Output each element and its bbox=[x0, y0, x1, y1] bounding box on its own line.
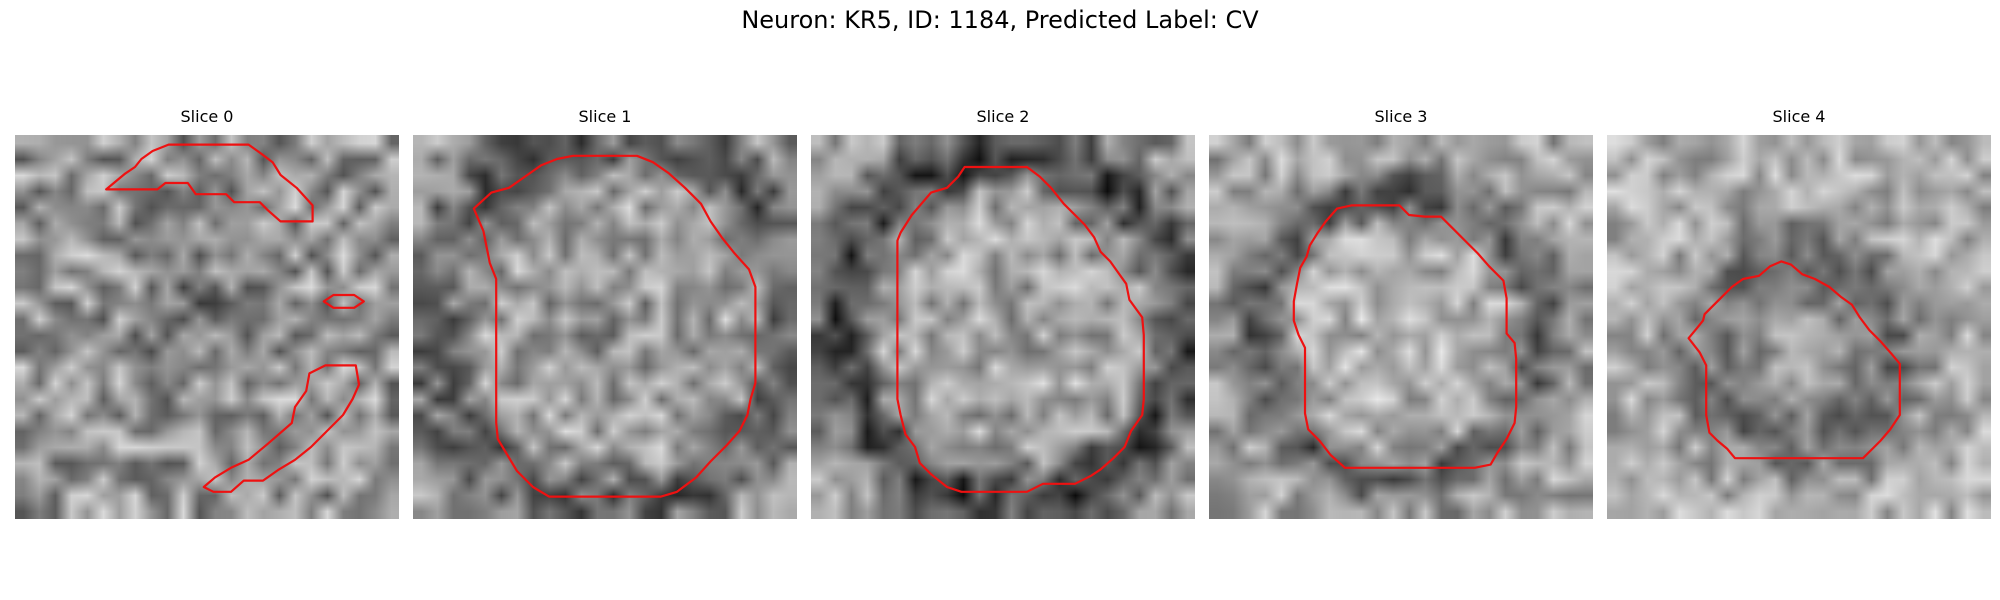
segmentation-contour-3-0 bbox=[1294, 205, 1516, 467]
slice-contour-layer-1 bbox=[413, 135, 797, 519]
slice-title-1: Slice 1 bbox=[578, 107, 632, 126]
slice-image-0 bbox=[15, 135, 399, 519]
segmentation-contour-0-2 bbox=[204, 365, 359, 491]
slice-title-3: Slice 3 bbox=[1374, 107, 1428, 126]
segmentation-contour-1-0 bbox=[474, 156, 756, 497]
slice-contour-layer-0 bbox=[15, 135, 399, 519]
slice-contour-layer-3 bbox=[1209, 135, 1593, 519]
slice-image-1 bbox=[413, 135, 797, 519]
slice-title-2: Slice 2 bbox=[976, 107, 1030, 126]
figure-title: Neuron: KR5, ID: 1184, Predicted Label: … bbox=[741, 6, 1259, 34]
segmentation-contour-2-0 bbox=[897, 167, 1143, 492]
segmentation-contour-4-0 bbox=[1689, 261, 1900, 458]
slice-image-4 bbox=[1607, 135, 1991, 519]
slice-contour-layer-2 bbox=[811, 135, 1195, 519]
slice-contour-layer-4 bbox=[1607, 135, 1991, 519]
slice-title-4: Slice 4 bbox=[1772, 107, 1826, 126]
segmentation-contour-0-1 bbox=[324, 295, 364, 308]
segmentation-contour-0-0 bbox=[106, 145, 312, 222]
slice-image-3 bbox=[1209, 135, 1593, 519]
slice-title-0: Slice 0 bbox=[180, 107, 234, 126]
slice-image-2 bbox=[811, 135, 1195, 519]
